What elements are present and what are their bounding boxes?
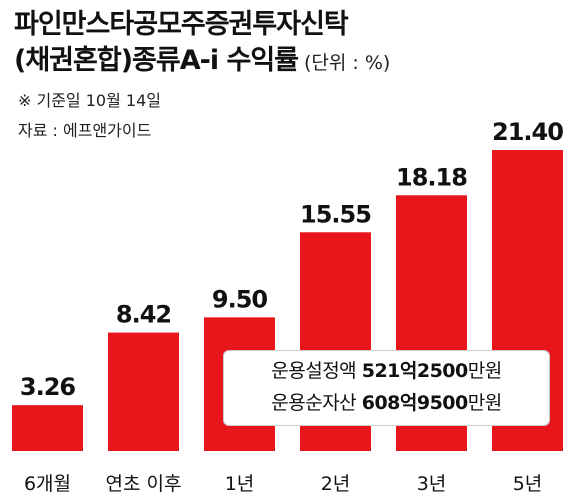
category-label-6개월: 6개월 xyxy=(24,473,71,495)
value-label-연초 이후: 8.42 xyxy=(116,301,171,329)
category-label-1년: 1년 xyxy=(225,473,255,495)
value-label-2년: 15.55 xyxy=(300,200,371,228)
unit-label: (단위 : %) xyxy=(304,52,391,74)
value-label-5년: 21.40 xyxy=(492,118,563,146)
source-note: 자료 : 에프앤가이드 xyxy=(18,121,152,140)
fund-net-assets-unit: 만원 xyxy=(467,392,502,414)
category-label-연초 이후: 연초 이후 xyxy=(106,473,182,495)
chart-title-line-1: 파인만스타공모주증권투자신탁 xyxy=(14,9,349,40)
category-label-2년: 2년 xyxy=(321,473,351,495)
bar-6개월 xyxy=(12,405,83,451)
chart-title-text: (채권혼합)종류A-i 수익률 xyxy=(14,45,299,76)
fund-info-box: 운용설정액 521억2500만원 운용순자산 608억9500만원 xyxy=(223,350,550,426)
category-label-3년: 3년 xyxy=(417,473,447,495)
base-date-note: ※ 기준일 10월 14일 xyxy=(18,91,161,110)
fund-setup-amount-label: 운용설정액 xyxy=(271,360,357,382)
bar-연초 이후 xyxy=(108,332,179,451)
fund-net-assets-value: 608억9500 xyxy=(361,392,469,414)
fund-setup-amount-row: 운용설정액 521억2500만원 xyxy=(224,355,549,387)
value-label-3년: 18.18 xyxy=(396,163,467,191)
category-label-5년: 5년 xyxy=(513,473,543,495)
fund-setup-amount-value: 521억2500 xyxy=(361,360,469,382)
value-label-1년: 9.50 xyxy=(212,285,268,313)
fund-net-assets-row: 운용순자산 608억9500만원 xyxy=(224,387,549,419)
chart-title-line-2: (채권혼합)종류A-i 수익률 (단위 : %) xyxy=(14,38,390,77)
fund-net-assets-label: 운용순자산 xyxy=(271,392,357,414)
value-label-6개월: 3.26 xyxy=(20,373,76,401)
fund-setup-amount-unit: 만원 xyxy=(467,360,502,382)
